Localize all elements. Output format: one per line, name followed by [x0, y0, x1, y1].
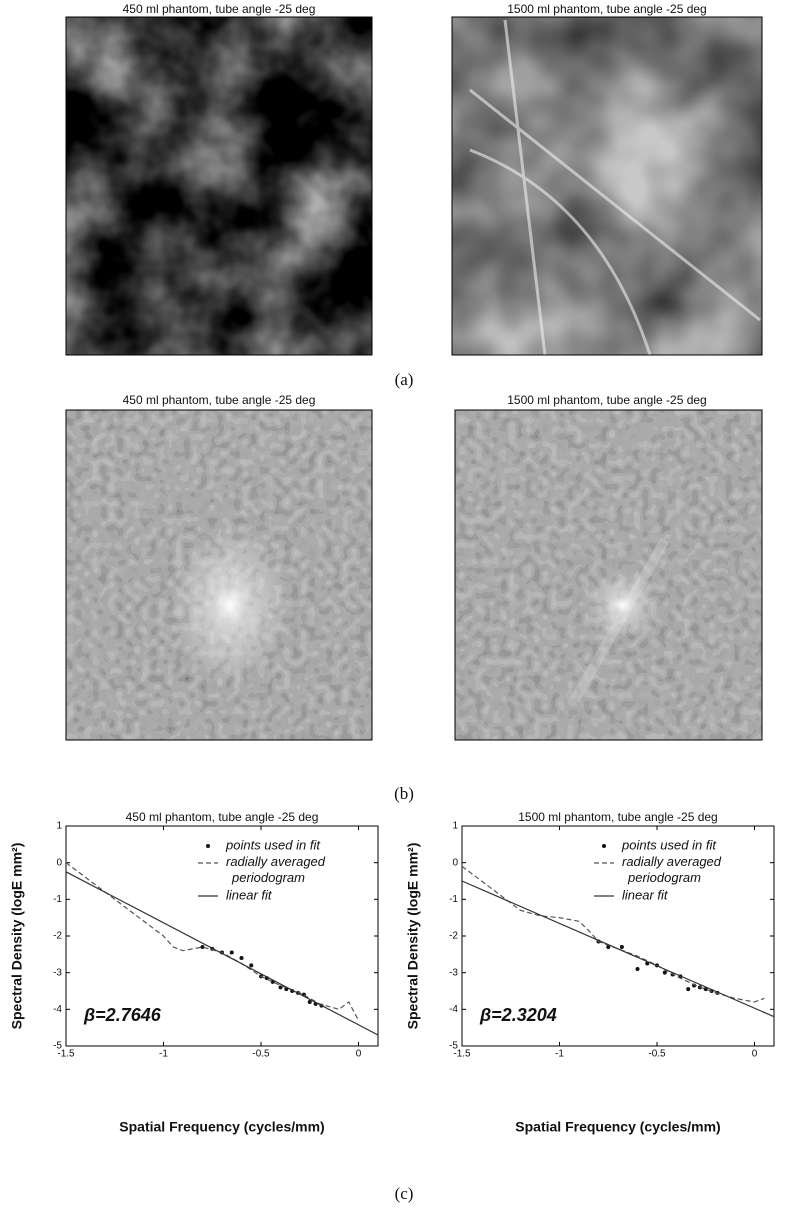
y-axis-label: Spectral Density (logE mm²)	[9, 843, 25, 1030]
legend-entry: radially averaged periodogram	[226, 854, 326, 885]
legend-marker	[206, 844, 210, 848]
annotation: β=2.7646	[83, 1005, 162, 1025]
image-title: 450 ml phantom, tube angle -25 deg	[123, 2, 316, 16]
legend-entry: linear fit	[226, 887, 273, 902]
series-line	[65, 871, 379, 1036]
y-tick-label: 0	[452, 857, 458, 868]
image-title: 450 ml phantom, tube angle -25 deg	[123, 393, 316, 407]
y-tick-label: -4	[53, 1004, 62, 1015]
data-point	[229, 950, 234, 955]
legend-entry: points used in fit	[225, 837, 321, 852]
image-title: 1500 ml phantom, tube angle -25 deg	[507, 393, 706, 407]
y-axis-label: Spectral Density (logE mm²)	[405, 843, 421, 1030]
y-tick-label: 1	[56, 821, 62, 832]
data-point	[635, 967, 640, 971]
x-tick-label: -1.5	[453, 1049, 471, 1060]
y-tick-label: -1	[449, 894, 458, 905]
y-tick-label: -1	[53, 894, 62, 905]
legend-entry: linear fit	[622, 887, 669, 902]
x-tick-label: -0.5	[252, 1049, 270, 1060]
y-tick-label: -4	[449, 1004, 458, 1015]
x-tick-label: 0	[752, 1049, 758, 1060]
x-tick-label: 0	[356, 1049, 362, 1060]
image-title: 1500 ml phantom, tube angle -25 deg	[507, 2, 706, 16]
x-tick-label: -1	[159, 1049, 168, 1060]
data-point	[662, 970, 667, 975]
y-tick-label: 0	[56, 857, 62, 868]
x-axis-label: Spatial Frequency (cycles/mm)	[515, 1119, 720, 1135]
y-tick-label: -3	[53, 967, 62, 978]
data-point	[249, 963, 254, 968]
data-point	[686, 987, 691, 992]
y-tick-label: -3	[449, 967, 458, 978]
image	[65, 409, 373, 741]
panel-label: (c)	[395, 1184, 414, 1203]
x-axis-label: Spatial Frequency (cycles/mm)	[119, 1119, 324, 1135]
series-line	[65, 862, 360, 1021]
panel-label: (a)	[395, 370, 414, 389]
y-tick-label: -2	[53, 931, 62, 942]
series-line	[461, 865, 765, 1003]
y-tick-label: -5	[53, 1041, 62, 1052]
y-tick-label: -5	[449, 1041, 458, 1052]
x-tick-label: -1.5	[57, 1049, 75, 1060]
data-point	[239, 956, 244, 960]
data-point	[307, 1000, 312, 1004]
chart-title: 450 ml phantom, tube angle -25 deg	[126, 810, 319, 824]
series-line	[461, 880, 775, 1018]
legend-entry: radially averaged periodogram	[622, 854, 722, 885]
y-tick-label: 1	[452, 821, 458, 832]
legend-marker	[602, 844, 606, 848]
y-tick-label: -2	[449, 931, 458, 942]
x-tick-label: -0.5	[648, 1049, 666, 1060]
data-point	[200, 945, 205, 949]
x-tick-label: -1	[555, 1049, 564, 1060]
panel-label: (b)	[394, 784, 414, 803]
data-point	[703, 987, 708, 992]
annotation: β=2.3204	[479, 1005, 557, 1025]
data-point	[619, 945, 624, 949]
legend-entry: points used in fit	[621, 837, 717, 852]
image	[454, 409, 763, 741]
image	[65, 16, 373, 356]
chart-title: 1500 ml phantom, tube angle -25 deg	[518, 810, 717, 824]
image	[451, 16, 763, 356]
data-point	[278, 985, 283, 990]
